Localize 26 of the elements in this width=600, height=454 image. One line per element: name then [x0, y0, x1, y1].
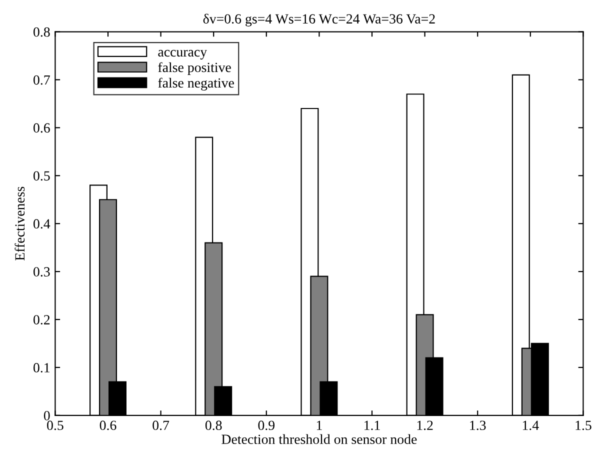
y-tick-label: 0.4 [34, 219, 50, 229]
y-tick-label: 0.6 [34, 123, 50, 133]
x-tick-label: 0.7 [152, 420, 170, 430]
y-tick-label: 0.1 [34, 363, 50, 372]
y-tick-label: 0.2 [34, 315, 50, 325]
legend-label: false negative [158, 78, 234, 91]
y-tick-label: 0.3 [34, 267, 50, 277]
x-tick-label: 0.9 [258, 420, 275, 430]
chart-title: δv=0.6 gs=4 Ws=16 Wc=24 Wa=36 Va=2 [203, 14, 435, 26]
legend-label: false positive [158, 62, 231, 75]
legend-label: accuracy [158, 50, 207, 60]
x-tick-label: 1.5 [576, 420, 592, 430]
y-tick-label: 0.5 [34, 171, 50, 181]
x-tick-label: 0.8 [205, 420, 222, 430]
x-tick-label: 1.2 [417, 420, 433, 430]
y-tick-label: 0.8 [34, 27, 50, 37]
x-tick-label: 1.1 [364, 420, 380, 430]
x-tick-label: 0.6 [100, 420, 116, 430]
x-tick-label: 1.4 [522, 420, 539, 430]
x-axis-title: Detection threshold on sensor node [222, 434, 417, 444]
x-tick-label: 0.5 [47, 420, 64, 430]
x-tick-label: 1 [316, 420, 322, 430]
y-tick-label: 0 [44, 410, 50, 420]
y-axis-title: Effectiveness [14, 186, 25, 260]
x-tick-label: 1.3 [470, 420, 486, 430]
y-tick-label: 0.7 [34, 75, 50, 85]
